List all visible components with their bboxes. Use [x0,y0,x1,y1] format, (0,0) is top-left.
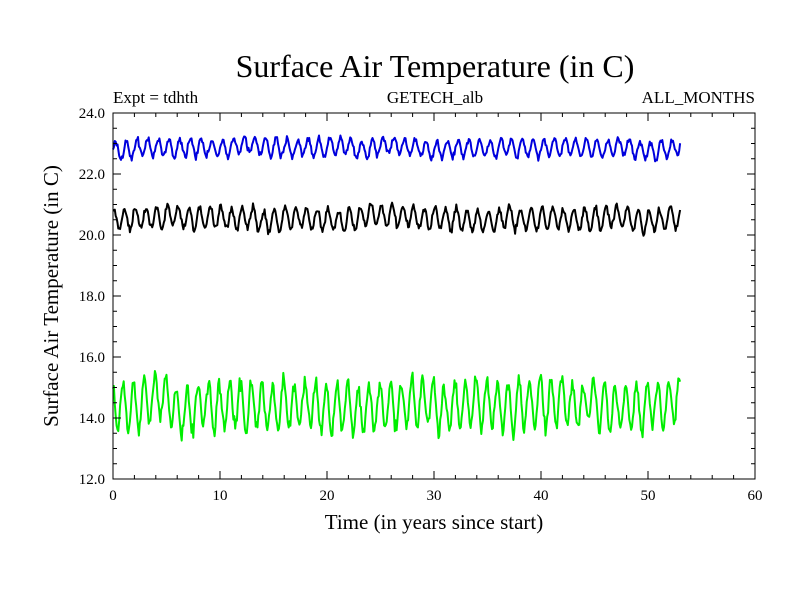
y-tick-label: 16.0 [79,350,105,366]
ticks-layer [112,112,756,480]
y-tick-label: 12.0 [79,472,105,488]
x-tick-label: 10 [213,488,228,504]
series-line-3 [112,370,682,442]
tick-labels-layer: 0 10 20 30 40 50 60 12.0 14.0 16.0 18.0 20.0 22.0 24.… [79,106,763,504]
series-layer [112,134,682,442]
series-line-1 [112,134,682,163]
series-line-2 [112,201,682,237]
x-tick-label: 40 [534,488,549,504]
x-tick-label: 50 [641,488,656,504]
x-axis-label: Time (in years since start) [325,510,544,534]
x-tick-label: 0 [109,488,117,504]
subtitle-center: GETECH_alb [387,88,483,107]
plot-frame [112,112,756,480]
y-axis-label: Surface Air Temperature (in C) [39,165,63,427]
y-tick-label: 18.0 [79,289,105,305]
y-tick-label: 20.0 [79,228,105,244]
y-tick-label: 22.0 [79,167,105,183]
x-tick-label: 30 [427,488,442,504]
subtitle-left: Expt = tdhth [113,88,199,107]
subtitle-right: ALL_MONTHS [642,88,755,107]
y-tick-label: 14.0 [79,411,105,427]
chart-title: Surface Air Temperature (in C) [236,48,635,84]
x-tick-label: 60 [748,488,763,504]
x-tick-label: 20 [320,488,335,504]
y-tick-label: 24.0 [79,106,105,122]
